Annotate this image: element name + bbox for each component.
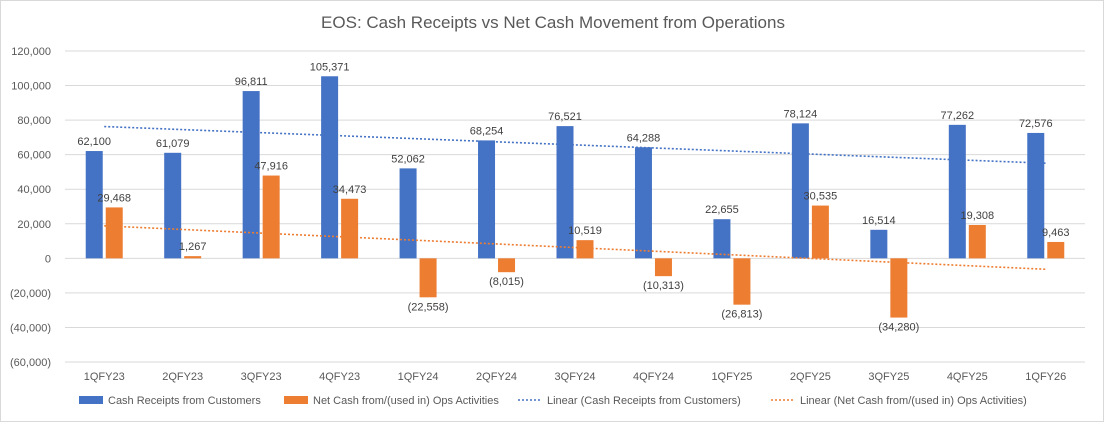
bar-cash-receipts — [242, 91, 260, 259]
data-label-cash-receipts: 62,100 — [77, 136, 111, 148]
bar-net-cash-ops — [890, 258, 908, 318]
bar-net-cash-ops — [1047, 241, 1065, 259]
y-tick-label: 100,000 — [11, 81, 51, 93]
data-label-cash-receipts: 68,254 — [470, 125, 504, 137]
x-tick-label: 3QFY24 — [555, 371, 596, 383]
x-tick-label: 2QFY23 — [162, 371, 203, 383]
x-tick-label: 4QFY24 — [633, 371, 674, 383]
chart-title: EOS: Cash Receipts vs Net Cash Movement … — [321, 13, 785, 32]
y-tick-label: (60,000) — [10, 357, 51, 369]
bar-cash-receipts — [1027, 132, 1045, 259]
bar-cash-receipts — [399, 168, 417, 259]
trendline-cash-receipts — [104, 125, 1046, 165]
bar-net-cash-ops — [576, 240, 594, 259]
bar-net-cash-ops — [968, 224, 986, 259]
y-tick-label: 60,000 — [17, 150, 51, 162]
x-tick-label: 2QFY25 — [790, 371, 831, 383]
bar-cash-receipts — [321, 76, 339, 259]
y-tick-label: (20,000) — [10, 288, 51, 300]
trendlines — [104, 125, 1046, 271]
bar-cash-receipts — [556, 126, 574, 259]
bar-net-cash-ops — [341, 198, 359, 259]
bar-net-cash-ops — [419, 258, 437, 298]
data-label-cash-receipts: 52,062 — [391, 153, 425, 165]
bar-net-cash-ops — [184, 256, 202, 259]
bar-net-cash-ops — [654, 258, 672, 277]
bar-net-cash-ops — [498, 258, 516, 273]
y-tick-label: (40,000) — [10, 322, 51, 334]
x-tick-label: 2QFY24 — [476, 371, 517, 383]
data-labels: 62,100 29,468 61,079 1,267 96,811 47,916 105,3… — [77, 61, 1069, 333]
x-tick-label: 1QFY25 — [711, 371, 752, 383]
x-tick-label: 3QFY25 — [868, 371, 909, 383]
data-label-cash-receipts: 77,262 — [940, 110, 974, 122]
data-label-cash-receipts: 61,079 — [156, 138, 190, 150]
legend-cash-receipts-swatch — [79, 396, 103, 404]
data-label-cash-receipts: 96,811 — [235, 76, 268, 88]
bar-cash-receipts — [478, 140, 496, 259]
data-label-cash-receipts: 64,288 — [627, 132, 661, 144]
bar-cash-receipts — [791, 123, 809, 259]
data-label-cash-receipts: 22,655 — [705, 204, 739, 216]
data-label-net-cash-ops: (26,813) — [721, 309, 762, 321]
legend-net-cash-ops-swatch — [284, 396, 308, 404]
data-label-net-cash-ops: (22,558) — [408, 301, 449, 313]
bar-net-cash-ops — [105, 207, 123, 259]
y-tick-label: 20,000 — [17, 219, 51, 231]
data-label-cash-receipts: 105,371 — [310, 61, 350, 73]
x-tick-label: 1QFY24 — [398, 371, 439, 383]
data-label-net-cash-ops: 30,535 — [804, 191, 838, 203]
x-tick-label: 1QFY23 — [84, 371, 125, 383]
bar-net-cash-ops — [262, 175, 280, 259]
y-tick-label: 40,000 — [17, 184, 51, 196]
data-label-net-cash-ops: (10,313) — [643, 280, 684, 292]
bar-net-cash-ops — [733, 258, 751, 305]
gridlines — [65, 50, 1085, 363]
y-tick-label: 120,000 — [11, 46, 51, 58]
x-tick-label: 1QFY26 — [1025, 371, 1066, 383]
bar-cash-receipts — [164, 152, 182, 259]
bar-net-cash-ops — [811, 205, 829, 259]
data-label-net-cash-ops: 19,308 — [960, 210, 994, 222]
trendline-net-cash-ops — [104, 225, 1046, 271]
bar-cash-receipts — [634, 147, 652, 259]
data-label-net-cash-ops: 34,473 — [333, 184, 367, 196]
data-label-net-cash-ops: (34,280) — [878, 322, 919, 334]
legend: Cash Receipts from Customers Net Cash fro… — [79, 395, 1027, 407]
bar-cash-receipts — [948, 124, 966, 259]
axes: (60,000) (40,000) (20,000) 0 20,000 40,000 60,… — [10, 46, 1066, 383]
legend-trend-cash-receipts-label: Linear (Cash Receipts from Customers) — [547, 395, 741, 407]
bars — [85, 76, 1065, 318]
legend-cash-receipts-label: Cash Receipts from Customers — [108, 395, 261, 407]
data-label-cash-receipts: 76,521 — [548, 111, 582, 123]
bar-cash-receipts — [85, 151, 103, 259]
data-label-net-cash-ops: (8,015) — [489, 276, 524, 288]
data-label-cash-receipts: 72,576 — [1019, 118, 1053, 130]
y-tick-label: 0 — [45, 253, 51, 265]
bar-cash-receipts — [713, 219, 731, 259]
data-label-net-cash-ops: 29,468 — [97, 192, 131, 204]
data-label-cash-receipts: 16,514 — [862, 215, 896, 227]
bar-cash-receipts — [870, 229, 888, 259]
data-label-cash-receipts: 78,124 — [784, 108, 818, 120]
data-label-net-cash-ops: 9,463 — [1042, 227, 1070, 239]
legend-net-cash-ops-label: Net Cash from/(used in) Ops Activities — [313, 395, 499, 407]
x-tick-label: 4QFY23 — [319, 371, 360, 383]
x-tick-label: 3QFY23 — [241, 371, 282, 383]
data-label-net-cash-ops: 1,267 — [179, 241, 207, 253]
data-label-net-cash-ops: 10,519 — [568, 225, 602, 237]
y-tick-label: 80,000 — [17, 115, 51, 127]
legend-trend-net-cash-ops-label: Linear (Net Cash from/(used in) Ops Acti… — [800, 395, 1027, 407]
data-label-net-cash-ops: 47,916 — [254, 161, 288, 173]
x-tick-label: 4QFY25 — [947, 371, 988, 383]
